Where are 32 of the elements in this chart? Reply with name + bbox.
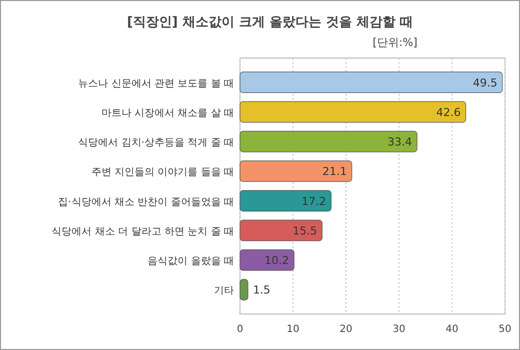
data-label: 10.2 [264,254,290,268]
data-label: 33.4 [388,136,412,149]
x-tick-label: 0 [236,324,244,335]
y-tick-label: 식당에서 김치·상추등을 적게 줄 때 [78,138,234,149]
x-tick-label: 50 [498,324,512,335]
bar [240,101,466,123]
x-tick-label: 20 [340,324,352,335]
bar [240,72,503,93]
y-tick-label: 집·식당에서 채소 반찬이 줄어들었을 때 [58,196,234,208]
x-tick-label: 40 [446,324,458,335]
x-tick-label: 10 [286,324,300,335]
data-label: 49.5 [472,76,498,90]
y-tick-label: 뉴스나 신문에서 관련 보도를 볼 때 [78,78,234,90]
bar [240,190,332,212]
bar [240,279,248,300]
chart-title: [직장인] 채소값이 크게 올랐다는 것을 체감할 때 [126,15,414,30]
data-label: 21.1 [322,165,347,178]
y-tick-label: 식당에서 채소 더 달라고 하면 눈치 줄 때 [52,226,234,238]
y-tick-label: 기타 [214,286,234,297]
bar [240,249,294,271]
bar [240,220,322,242]
bar [240,160,352,182]
y-tick-label: 마트나 시장에서 채소를 살 때 [101,108,234,119]
data-label: 1.5 [252,284,270,297]
data-label: 42.6 [436,106,461,119]
bar [240,130,418,152]
data-label: 17.2 [302,194,326,208]
y-tick-label: 음식값이 올랐을 때 [148,256,234,268]
data-label: 15.5 [292,224,318,238]
x-tick-label: 30 [392,324,406,335]
chart-subtitle: [단위:%] [372,36,418,49]
y-tick-label: 주변 지인들의 이야기를 들을 때 [91,167,234,178]
